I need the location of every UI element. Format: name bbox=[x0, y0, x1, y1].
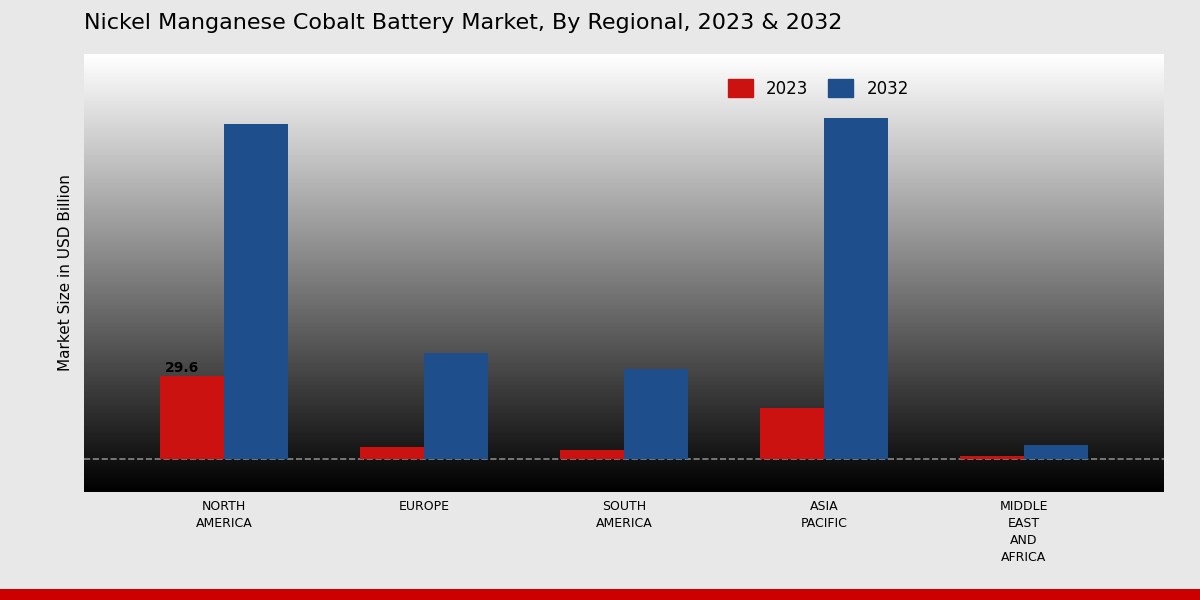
Bar bbox=[560, 450, 624, 458]
Bar bbox=[960, 456, 1024, 458]
Text: 29.6: 29.6 bbox=[164, 361, 199, 375]
Bar bbox=[624, 369, 688, 458]
Bar bbox=[824, 118, 888, 458]
Bar bbox=[160, 376, 224, 458]
Legend: 2023, 2032: 2023, 2032 bbox=[719, 71, 918, 106]
Bar bbox=[224, 124, 288, 458]
Bar bbox=[760, 409, 824, 458]
Y-axis label: Market Size in USD Billion: Market Size in USD Billion bbox=[58, 175, 73, 371]
Bar bbox=[424, 353, 488, 458]
Bar bbox=[1024, 445, 1088, 458]
Bar bbox=[360, 448, 424, 458]
Text: Nickel Manganese Cobalt Battery Market, By Regional, 2023 & 2032: Nickel Manganese Cobalt Battery Market, … bbox=[84, 13, 842, 33]
